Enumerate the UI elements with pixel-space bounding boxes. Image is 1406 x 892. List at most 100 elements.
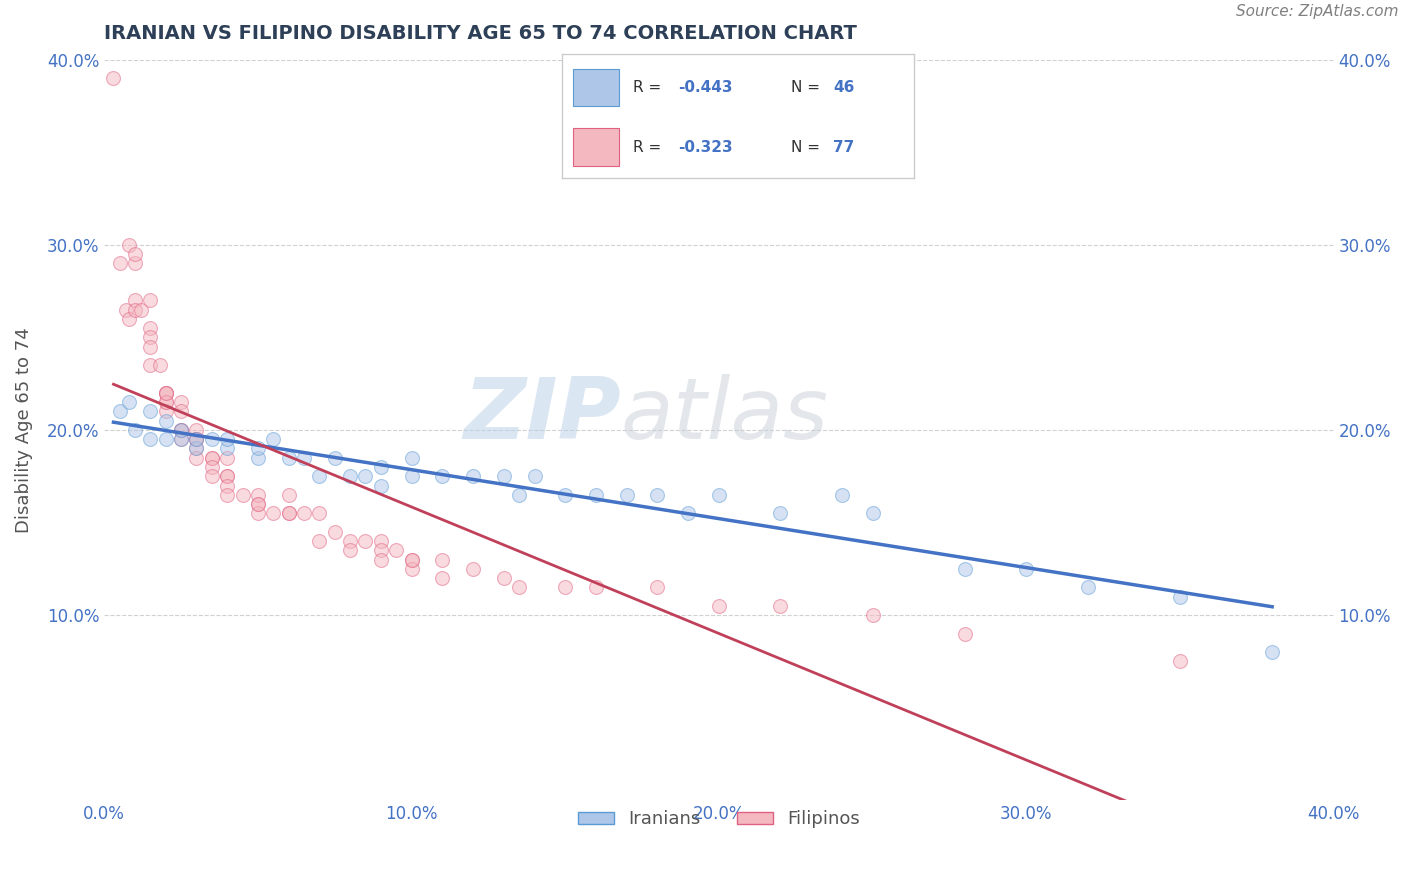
Text: -0.323: -0.323	[678, 140, 733, 154]
Point	[354, 534, 377, 549]
Point	[170, 432, 193, 446]
Point	[616, 488, 638, 502]
Text: N =: N =	[790, 140, 825, 154]
Point	[292, 506, 315, 520]
Point	[370, 552, 392, 566]
Point	[108, 404, 131, 418]
Point	[155, 395, 177, 409]
Point	[139, 404, 162, 418]
Point	[277, 506, 299, 520]
Point	[201, 450, 224, 465]
Point	[432, 552, 454, 566]
Bar	[574, 128, 619, 166]
Point	[232, 488, 254, 502]
Point	[217, 432, 239, 446]
Point	[262, 432, 284, 446]
Point	[831, 488, 853, 502]
Point	[769, 599, 792, 613]
Point	[647, 488, 669, 502]
Point	[139, 321, 162, 335]
Point	[139, 358, 162, 372]
Point	[170, 404, 193, 418]
Point	[155, 386, 177, 401]
Point	[461, 562, 484, 576]
Point	[461, 469, 484, 483]
Text: 46: 46	[832, 79, 855, 95]
Text: Source: ZipAtlas.com: Source: ZipAtlas.com	[1236, 4, 1399, 20]
Point	[523, 469, 546, 483]
Text: IRANIAN VS FILIPINO DISABILITY AGE 65 TO 74 CORRELATION CHART: IRANIAN VS FILIPINO DISABILITY AGE 65 TO…	[104, 24, 858, 43]
Point	[308, 506, 330, 520]
Point	[308, 469, 330, 483]
Point	[370, 478, 392, 492]
Point	[246, 497, 269, 511]
Point	[953, 626, 976, 640]
Point	[124, 423, 146, 437]
Point	[1077, 580, 1099, 594]
Text: -0.443: -0.443	[678, 79, 733, 95]
Point	[262, 506, 284, 520]
Point	[155, 386, 177, 401]
Text: N =: N =	[790, 79, 825, 95]
Point	[401, 552, 423, 566]
Point	[103, 71, 125, 86]
Point	[217, 442, 239, 456]
Point	[370, 460, 392, 475]
Point	[129, 302, 152, 317]
Point	[246, 450, 269, 465]
Point	[246, 497, 269, 511]
Point	[432, 469, 454, 483]
Point	[186, 432, 208, 446]
Point	[139, 293, 162, 308]
Point	[1261, 645, 1284, 659]
Point	[676, 506, 699, 520]
Bar	[574, 69, 619, 106]
Point	[277, 450, 299, 465]
Point	[186, 423, 208, 437]
Point	[508, 580, 530, 594]
Point	[508, 488, 530, 502]
Point	[217, 478, 239, 492]
Point	[354, 469, 377, 483]
Point	[292, 450, 315, 465]
Point	[401, 552, 423, 566]
Point	[554, 488, 576, 502]
Point	[862, 506, 884, 520]
Point	[155, 414, 177, 428]
Point	[170, 423, 193, 437]
Point	[647, 580, 669, 594]
Point	[108, 256, 131, 270]
Point	[385, 543, 408, 558]
Point	[170, 395, 193, 409]
Point	[170, 423, 193, 437]
Point	[1168, 590, 1191, 604]
Point	[862, 608, 884, 623]
Point	[585, 488, 607, 502]
Point	[186, 432, 208, 446]
Point	[339, 469, 361, 483]
Point	[1015, 562, 1038, 576]
Point	[707, 488, 730, 502]
Point	[155, 386, 177, 401]
Point	[246, 488, 269, 502]
Point	[139, 330, 162, 344]
Point	[201, 432, 224, 446]
Point	[246, 442, 269, 456]
Text: R =: R =	[633, 79, 666, 95]
Point	[323, 524, 346, 539]
Point	[277, 506, 299, 520]
Text: ZIP: ZIP	[463, 374, 620, 457]
Point	[201, 469, 224, 483]
Y-axis label: Disability Age 65 to 74: Disability Age 65 to 74	[15, 327, 32, 533]
Point	[339, 543, 361, 558]
Point	[217, 469, 239, 483]
Point	[953, 562, 976, 576]
Point	[186, 450, 208, 465]
Point	[323, 450, 346, 465]
Point	[139, 340, 162, 354]
Text: atlas: atlas	[620, 374, 828, 457]
Point	[155, 395, 177, 409]
Point	[339, 534, 361, 549]
Point	[186, 442, 208, 456]
Point	[707, 599, 730, 613]
